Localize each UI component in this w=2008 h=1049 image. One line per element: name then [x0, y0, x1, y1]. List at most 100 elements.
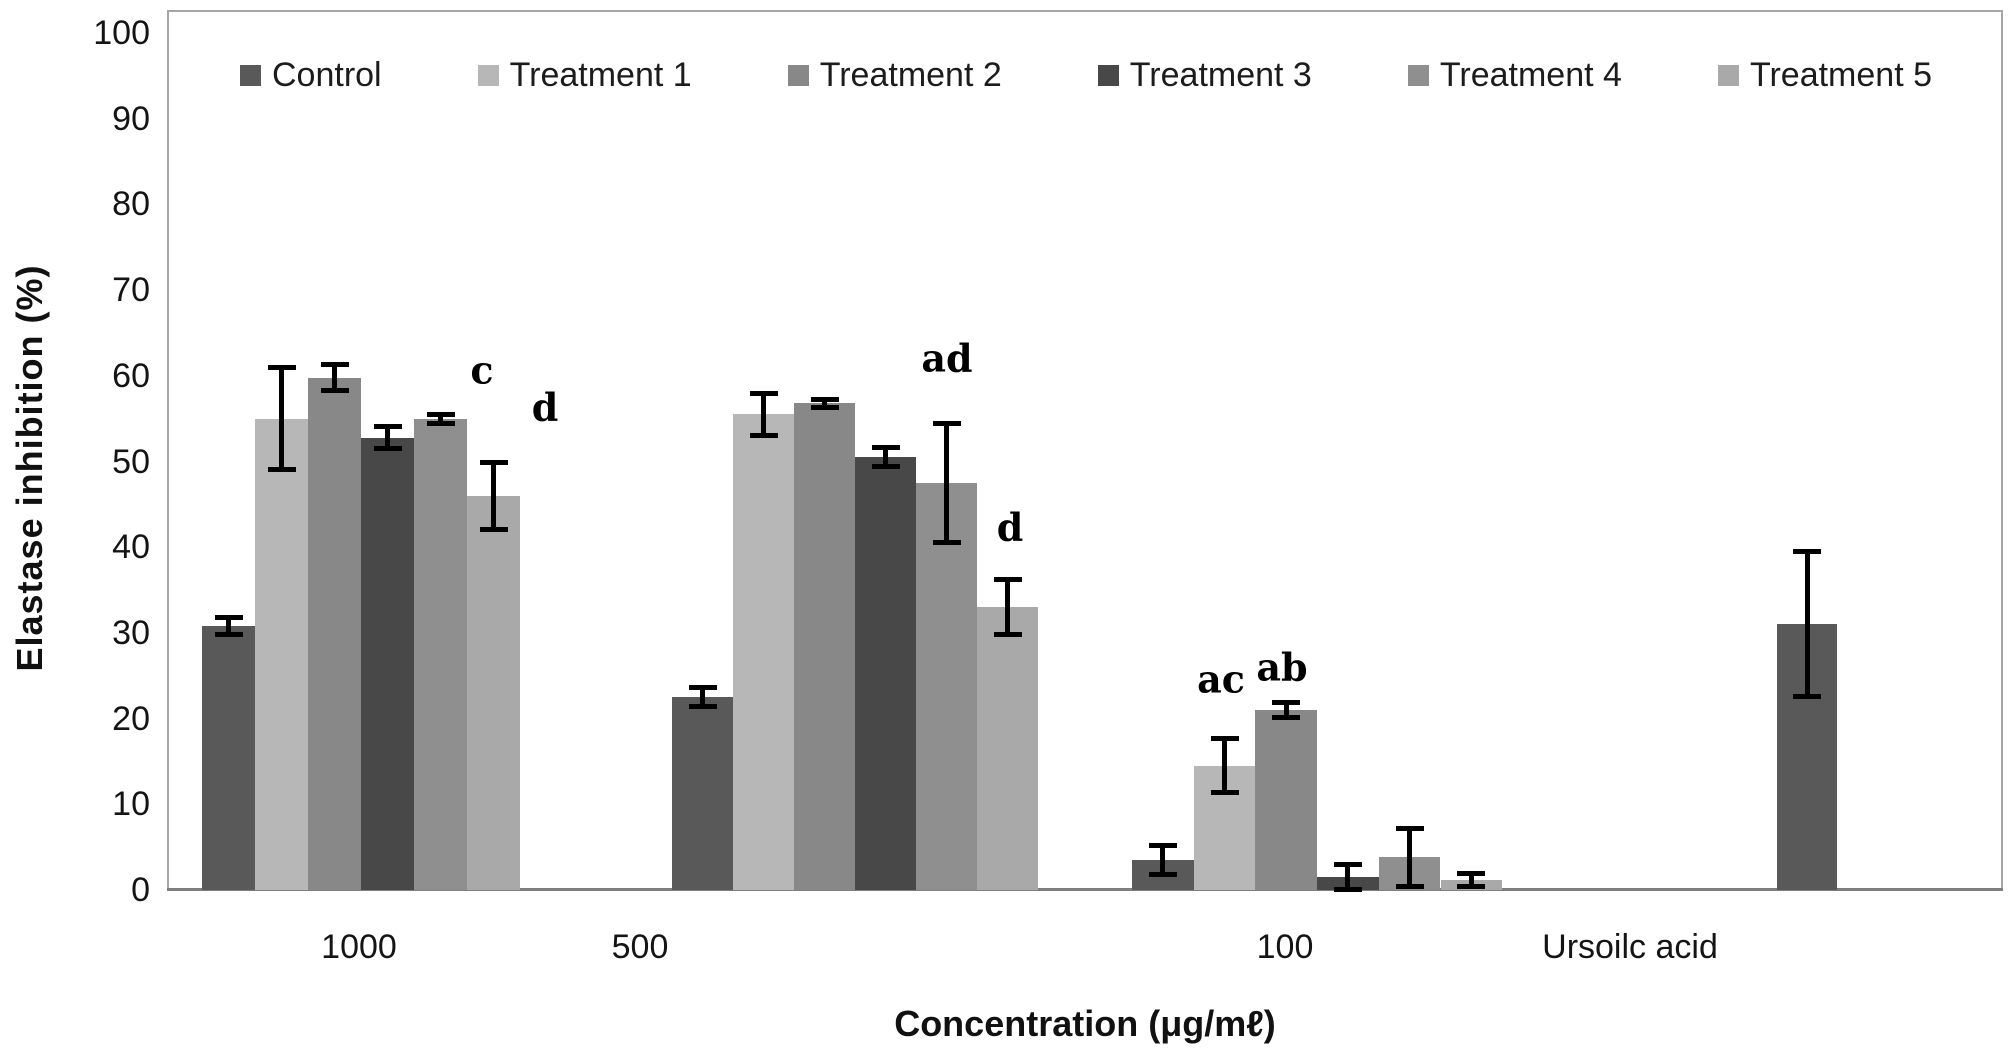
error-bar	[279, 367, 284, 471]
y-tick-label: 60	[112, 356, 150, 395]
x-axis-title: Concentration (μg/mℓ)	[894, 1003, 1276, 1044]
bar	[202, 626, 255, 890]
legend-swatch	[477, 65, 499, 86]
significance-letter: d	[531, 384, 559, 430]
legend-item: Treatment 1	[477, 56, 692, 95]
y-tick-label: 70	[112, 271, 150, 310]
error-bar	[385, 426, 390, 449]
error-bar-cap	[871, 444, 900, 450]
legend-swatch	[787, 65, 809, 86]
bar	[414, 418, 467, 890]
bar	[467, 495, 520, 890]
error-bar-cap	[214, 631, 243, 637]
legend-swatch	[1097, 65, 1119, 86]
error-bar-cap	[688, 704, 717, 710]
legend-label: Treatment 1	[509, 56, 692, 94]
error-bar-cap	[1793, 694, 1821, 700]
error-bar-cap	[1148, 842, 1177, 848]
error-bar-cap	[993, 632, 1022, 638]
error-bar	[700, 686, 705, 708]
error-bar-cap	[1457, 883, 1486, 889]
legend-item: Control	[240, 56, 382, 95]
error-bar-cap	[810, 396, 839, 402]
error-bar	[1345, 864, 1351, 890]
legend-label: Treatment 4	[1439, 56, 1622, 94]
error-bar-cap	[1272, 714, 1301, 720]
error-bar-cap	[267, 365, 296, 371]
error-bar	[1468, 872, 1474, 887]
error-bar-cap	[479, 527, 508, 533]
error-bar-cap	[1148, 872, 1177, 878]
error-bar-cap	[749, 432, 778, 438]
y-tick-label: 50	[112, 442, 150, 481]
significance-letter: ab	[1256, 644, 1308, 690]
error-bar	[1804, 551, 1810, 698]
error-bar-cap	[479, 459, 508, 465]
legend-label: Treatment 5	[1749, 56, 1932, 94]
x-category-label: 1000	[321, 928, 397, 966]
bar	[977, 607, 1038, 890]
error-bar-cap	[993, 576, 1022, 582]
legend-swatch	[1407, 65, 1429, 86]
error-bar	[822, 398, 827, 408]
bar	[794, 403, 855, 890]
error-bar-cap	[320, 361, 349, 367]
y-tick-label: 0	[131, 871, 150, 909]
error-bar-cap	[932, 420, 961, 426]
error-bar	[1407, 828, 1413, 887]
bar	[1255, 710, 1318, 890]
error-bar-cap	[1793, 549, 1821, 555]
significance-letter: ad	[921, 335, 973, 381]
error-bar-cap	[1210, 790, 1239, 796]
error-bar-cap	[320, 388, 349, 394]
y-tick-label: 10	[112, 785, 150, 824]
bar	[308, 377, 361, 890]
error-bar-cap	[373, 445, 402, 451]
bar	[361, 437, 414, 890]
error-bar-cap	[1395, 883, 1424, 889]
y-tick-label: 40	[112, 528, 150, 567]
error-bar	[1005, 578, 1010, 636]
x-category-label: Ursoilc acid	[1542, 928, 1718, 966]
x-category-label: 100	[1256, 928, 1314, 966]
bar	[733, 414, 794, 890]
bar	[855, 457, 916, 890]
error-bar	[883, 446, 888, 468]
error-bar	[944, 422, 949, 543]
y-tick-label: 20	[112, 699, 150, 738]
error-bar-cap	[1457, 870, 1486, 876]
chart-legend: Control Treatment 1 Treatment 2 Treatment 3…	[240, 56, 1932, 95]
error-bar-cap	[373, 424, 402, 430]
significance-letter: c	[470, 347, 494, 393]
bar	[672, 697, 733, 890]
significance-letter: ac	[1197, 656, 1245, 702]
error-bar	[438, 413, 443, 424]
error-bar-cap	[1333, 862, 1362, 868]
error-bar-cap	[1272, 700, 1301, 706]
error-bar-cap	[1333, 887, 1362, 892]
legend-item: Treatment 2	[787, 56, 1002, 95]
error-bar	[1160, 844, 1166, 876]
x-axis-line	[167, 888, 2003, 891]
error-bar	[1222, 738, 1228, 794]
x-category-label: 500	[611, 928, 669, 966]
error-bar-cap	[810, 404, 839, 410]
y-tick-label: 80	[112, 185, 150, 224]
legend-label: Treatment 2	[819, 56, 1002, 94]
bar	[255, 418, 308, 890]
legend-label: Treatment 3	[1129, 56, 1312, 94]
error-bar-cap	[1395, 826, 1424, 832]
error-bar	[332, 363, 337, 392]
legend-item: Treatment 5	[1717, 56, 1932, 95]
legend-swatch	[1717, 65, 1739, 86]
bar	[916, 482, 977, 890]
error-bar-cap	[1210, 736, 1239, 742]
y-tick-label: 30	[112, 613, 150, 652]
error-bar	[1283, 702, 1289, 718]
error-bar-cap	[214, 615, 243, 621]
legend-item: Treatment 3	[1097, 56, 1312, 95]
error-bar-cap	[871, 464, 900, 470]
error-bar	[761, 392, 766, 436]
error-bar-cap	[426, 411, 455, 417]
